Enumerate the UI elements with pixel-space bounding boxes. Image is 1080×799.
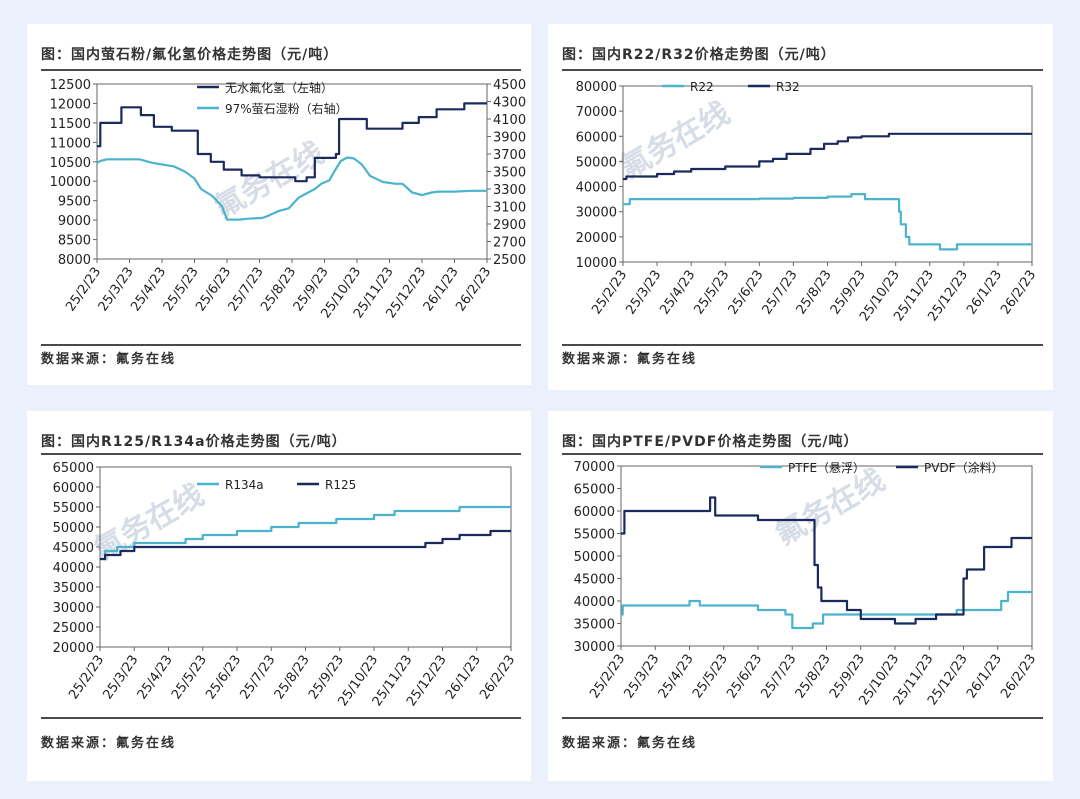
chart-title: 图：国内R125/R134a价格走势图（元/吨） — [41, 434, 347, 450]
y-tick-label: 30000 — [53, 601, 94, 616]
y2-tick-label: 3500 — [493, 166, 526, 181]
chart-canvas: 氟务在线200002500030000350004000045000500005… — [53, 461, 519, 709]
chart-source: 数据来源：氟务在线 — [562, 352, 698, 367]
y-tick-label: 40000 — [53, 561, 94, 576]
y-tick-label: 35000 — [574, 618, 615, 633]
source-rule — [562, 717, 1043, 719]
y-tick-label: 80000 — [576, 80, 617, 95]
chart-canvas: 氟务在线 8000 8500 9000 9500 10000 10500 11000 11500… — [50, 78, 526, 321]
y-tick-label: 70000 — [576, 105, 617, 120]
chart-title: 图：国内R22/R32价格走势图（元/吨） — [562, 47, 836, 63]
y-tick-label: 10000 — [576, 256, 617, 271]
chart-canvas: 氟务在线 30000 35000 40000 45000 50000 55000 60000 6… — [574, 460, 1040, 708]
legend-label: R134a — [225, 478, 264, 492]
y-tick-label: 30000 — [576, 206, 617, 221]
y2-tick-label: 4500 — [493, 78, 526, 93]
legend-label: R125 — [325, 478, 356, 492]
y-tick-label: 12500 — [50, 78, 91, 93]
y-tick-label: 9000 — [58, 214, 91, 229]
x-tick-label: 26/2/23 — [477, 653, 518, 703]
y-tick-label: 70000 — [574, 460, 615, 475]
series-line — [621, 496, 1032, 625]
y-tick-label: 60000 — [576, 130, 617, 145]
source-rule — [562, 344, 1043, 346]
chart-canvas: 氟务在线100002000030000400005000060000700008… — [576, 80, 1040, 324]
title-rule — [562, 69, 1043, 71]
y-tick-label: 10000 — [50, 175, 91, 190]
y-tick-label: 8000 — [58, 253, 91, 268]
legend-label: R32 — [776, 80, 800, 94]
plot-area — [622, 85, 1033, 263]
y2-tick-label: 3300 — [493, 183, 526, 198]
title-rule — [562, 453, 1043, 455]
y2-tick-label: 4300 — [493, 96, 526, 111]
y-tick-label: 20000 — [576, 231, 617, 246]
title-rule — [41, 69, 521, 71]
y-tick-label: 55000 — [53, 501, 94, 516]
y-tick-label: 11500 — [50, 117, 91, 132]
y2-tick-label: 2500 — [493, 253, 526, 268]
y-tick-label: 9500 — [58, 195, 91, 210]
series-line — [100, 505, 511, 561]
source-rule — [41, 717, 521, 719]
series-line — [623, 193, 1032, 251]
series-line — [623, 132, 1032, 181]
y-tick-label: 40000 — [574, 595, 615, 610]
y-tick-label: 20000 — [53, 641, 94, 656]
series-line — [96, 156, 487, 221]
y-tick-label: 25000 — [53, 621, 94, 636]
y2-tick-label: 2700 — [493, 236, 526, 251]
x-tick-label: 26/2/23 — [998, 652, 1039, 702]
y-tick-label: 50000 — [574, 550, 615, 565]
y2-tick-label: 3100 — [493, 201, 526, 216]
chart-title: 图：国内萤石粉/氟化氢价格走势图（元/吨） — [41, 47, 339, 63]
series-line — [621, 590, 1032, 630]
y-tick-label: 45000 — [574, 573, 615, 588]
y-tick-label: 8500 — [58, 234, 91, 249]
y2-tick-label: 4100 — [493, 113, 526, 128]
y-tick-label: 45000 — [53, 541, 94, 556]
y-tick-label: 12000 — [50, 97, 91, 112]
y-tick-label: 11000 — [50, 136, 91, 151]
y-tick-label: 50000 — [576, 155, 617, 170]
chart-panel-4: 图：国内PTFE/PVDF价格走势图（元/吨） 氟务在线 30000 35000 40… — [548, 411, 1053, 781]
legend-label: R22 — [690, 80, 714, 94]
y-tick-label: 60000 — [53, 481, 94, 496]
legend-label: 无水氟化氢（左轴） — [225, 80, 333, 95]
legend-label: PVDF（涂料） — [924, 460, 1004, 475]
watermark-text: 氟务在线 — [770, 463, 891, 553]
watermark-text: 氟务在线 — [209, 136, 330, 226]
y-tick-label: 10500 — [50, 156, 91, 171]
title-rule — [41, 453, 521, 455]
y-tick-label: 60000 — [574, 505, 615, 520]
chart-source: 数据来源：氟务在线 — [41, 352, 177, 367]
y2-tick-label: 3700 — [493, 148, 526, 163]
legend-label: 97%萤石湿粉（右轴） — [225, 101, 348, 116]
y-tick-label: 65000 — [574, 483, 615, 498]
y-tick-label: 30000 — [574, 640, 615, 655]
y-tick-label: 40000 — [576, 181, 617, 196]
chart-panel-2: 图：国内R22/R32价格走势图（元/吨） 氟务在线 10000 20000 3000… — [548, 24, 1053, 390]
chart-source: 数据来源：氟务在线 — [41, 736, 177, 751]
chart-panel-1: 图：国内萤石粉/氟化氢价格走势图（元/吨） 氟务在线 8000 8500 9000 95… — [27, 24, 531, 385]
y2-tick-label: 3900 — [493, 131, 526, 146]
series-line — [97, 102, 487, 183]
y2-tick-label: 2900 — [493, 218, 526, 233]
chart-source: 数据来源：氟务在线 — [562, 736, 698, 751]
y-tick-label: 35000 — [53, 581, 94, 596]
x-tick-label: 26/2/23 — [998, 268, 1039, 318]
y-tick-label: 65000 — [53, 461, 94, 476]
chart-panel-3: 图：国内R125/R134a价格走势图（元/吨） 氟务在线 20000 25000 3… — [27, 411, 531, 781]
legend-label: PTFE（悬浮） — [788, 461, 865, 475]
series-line — [100, 529, 511, 561]
y-tick-label: 55000 — [574, 528, 615, 543]
y-tick-label: 50000 — [53, 521, 94, 536]
source-rule — [41, 344, 521, 346]
plot-area — [99, 466, 512, 648]
chart-title: 图：国内PTFE/PVDF价格走势图（元/吨） — [562, 434, 859, 450]
